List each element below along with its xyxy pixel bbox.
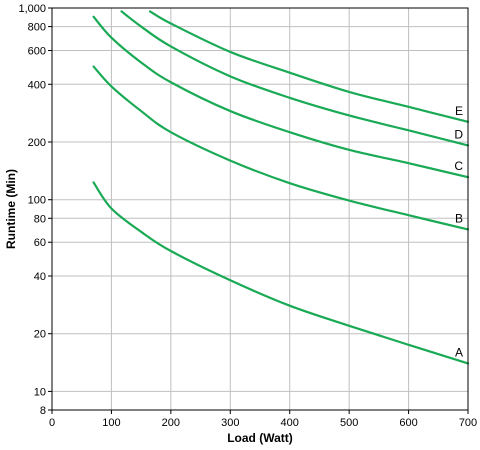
- series-line-d: [120, 10, 470, 147]
- y-tick-label: 20: [34, 329, 46, 341]
- series-label-a: A: [455, 345, 463, 359]
- y-tick-label: 8: [40, 405, 46, 417]
- x-tick-label: 600: [399, 417, 417, 429]
- grid-lines: [52, 8, 468, 410]
- x-tick-label: 0: [49, 417, 55, 429]
- axis-ticks: [48, 7, 469, 414]
- x-axis-title: Load (Watt): [227, 431, 293, 445]
- x-tick-label: 200: [162, 417, 180, 429]
- y-tick-label: 1,000: [18, 3, 46, 15]
- x-tick-label: 700: [459, 417, 477, 429]
- series-line-e: [148, 10, 470, 123]
- y-tick-label: 600: [28, 46, 46, 58]
- series-labels: A B C DE: [454, 104, 463, 360]
- x-tick-label: 500: [340, 417, 358, 429]
- x-tick-labels: 0 100 200 300 400 500 600 700: [49, 417, 477, 429]
- y-axis-title: Runtime (Min): [4, 169, 18, 249]
- y-tick-label: 100: [28, 195, 46, 207]
- series-label-d: D: [454, 127, 463, 141]
- series-label-e: E: [455, 104, 463, 118]
- series-label-c: C: [454, 159, 463, 173]
- y-tick-label: 60: [34, 237, 46, 249]
- plot-frame: [51, 7, 469, 411]
- series-label-b: B: [455, 211, 463, 225]
- x-tick-label: 300: [221, 417, 239, 429]
- series-line-b: [92, 65, 470, 231]
- curves: [92, 10, 470, 365]
- y-tick-label: 80: [34, 213, 46, 225]
- y-tick-labels: 8 10 20 40 60 80 100 200 400 600 800 1,000: [18, 3, 46, 417]
- y-tick-label: 800: [28, 22, 46, 34]
- y-tick-label: 400: [28, 79, 46, 91]
- series-line-a: [92, 181, 470, 365]
- y-tick-label: 200: [28, 137, 46, 149]
- y-tick-label: 40: [34, 271, 46, 283]
- y-tick-label: 10: [34, 386, 46, 398]
- x-tick-label: 400: [281, 417, 299, 429]
- series-line-c: [92, 15, 470, 179]
- x-tick-label: 100: [102, 417, 120, 429]
